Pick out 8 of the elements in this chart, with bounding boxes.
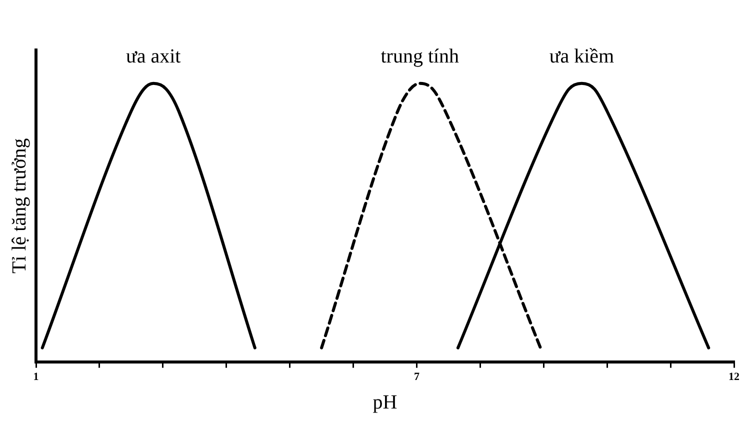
series-label: ưa kiềm xyxy=(549,46,614,68)
y-axis-title: Tỉ lệ tăng trưởng xyxy=(8,138,30,274)
series-label: ưa axit xyxy=(126,46,182,68)
series-label: trung tính xyxy=(380,46,460,68)
x-tick-label: 1 xyxy=(33,371,39,384)
x-tick-label: 12 xyxy=(728,371,740,384)
x-tick-label: 7 xyxy=(414,371,420,384)
x-axis-title: pH xyxy=(372,391,398,414)
